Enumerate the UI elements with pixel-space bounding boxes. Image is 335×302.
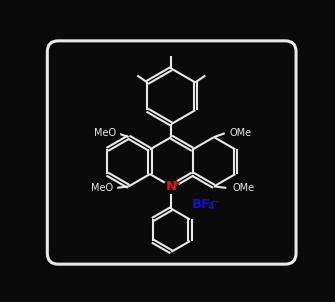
Text: −: − — [211, 197, 219, 207]
Bar — [88, 183, 116, 193]
Text: MeO: MeO — [94, 128, 117, 138]
Text: +: + — [173, 179, 181, 188]
Text: OMe: OMe — [232, 183, 254, 193]
Bar — [229, 183, 257, 193]
Circle shape — [164, 179, 178, 193]
Text: 4: 4 — [208, 202, 214, 211]
Bar — [92, 129, 119, 138]
Text: OMe: OMe — [229, 128, 251, 138]
Bar — [226, 129, 254, 138]
Text: N: N — [166, 180, 177, 193]
Text: BF: BF — [192, 198, 211, 210]
Text: MeO: MeO — [91, 183, 114, 193]
